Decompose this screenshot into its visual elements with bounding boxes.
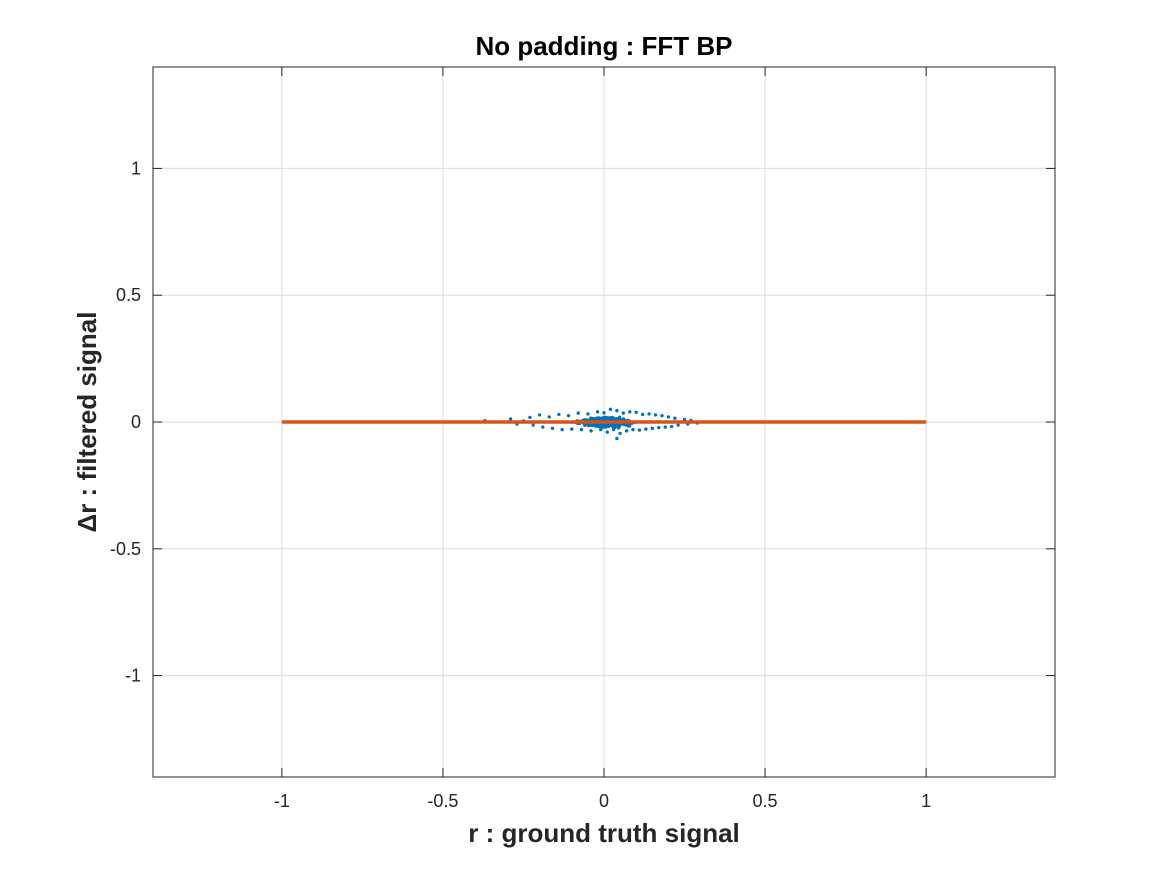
axis-ticks: -1 -0.5 0 0.5 1 -1 -0.5 0 0.5 1 <box>110 67 1055 811</box>
y-tick-label: 0 <box>131 412 141 432</box>
scatter-point <box>637 428 642 432</box>
scatter-point <box>589 429 593 433</box>
x-tick-label: 0.5 <box>753 791 778 811</box>
scatter-point <box>600 425 604 430</box>
scatter-point <box>628 410 632 414</box>
scatter-point <box>570 427 574 431</box>
scatter-point <box>669 424 674 429</box>
scatter-point <box>676 423 680 427</box>
scatter-point <box>608 407 613 412</box>
scatter-point <box>560 427 564 432</box>
scatter-point <box>531 423 535 427</box>
scatter-point <box>660 413 664 418</box>
scatter-point <box>624 429 629 433</box>
scatter-point <box>602 411 606 415</box>
scatter-point <box>541 425 545 429</box>
scatter-point <box>547 415 551 419</box>
scatter-point <box>615 408 619 413</box>
scatter-point <box>634 410 638 415</box>
scatter-point <box>579 427 584 432</box>
y-axis-label: Δr : filtered signal <box>72 312 102 533</box>
scatter-point <box>673 416 677 420</box>
scatter-point <box>647 412 651 416</box>
x-axis-label: r : ground truth signal <box>468 818 740 848</box>
scatter-point <box>650 426 655 431</box>
scatter-point <box>557 412 561 417</box>
scatter-point <box>640 412 645 417</box>
scatter-point <box>537 413 542 417</box>
scatter-point <box>615 436 619 441</box>
scatter-point <box>566 413 571 418</box>
scatter-point <box>576 411 580 415</box>
scatter-point <box>621 411 626 415</box>
x-tick-label: -1 <box>274 791 290 811</box>
y-tick-label: -1 <box>125 666 141 686</box>
scatter-point <box>550 426 555 431</box>
scatter-point <box>666 415 671 419</box>
y-tick-label: 1 <box>131 158 141 178</box>
scatter-point <box>586 412 590 416</box>
x-tick-label: 0 <box>599 791 609 811</box>
scatter-point <box>663 425 667 429</box>
scatter-series <box>483 407 700 441</box>
scatter-point <box>657 425 661 430</box>
scatter-point <box>610 415 614 420</box>
scatter-point <box>605 430 609 434</box>
x-tick-label: 1 <box>921 791 931 811</box>
scatter-point <box>627 424 632 428</box>
scatter-point <box>618 431 622 436</box>
y-tick-label: 0.5 <box>116 285 141 305</box>
scatter-point <box>595 410 600 414</box>
scatter-point <box>596 424 601 429</box>
scatter-point <box>508 417 513 421</box>
chart-title: No padding : FFT BP <box>475 31 732 61</box>
x-tick-label: -0.5 <box>427 791 458 811</box>
scatter-point <box>644 427 648 431</box>
y-tick-label: -0.5 <box>110 539 141 559</box>
scatter-point <box>653 413 658 417</box>
scatter-point <box>528 415 532 420</box>
scatter-point <box>621 417 626 421</box>
scatter-point <box>631 427 635 432</box>
